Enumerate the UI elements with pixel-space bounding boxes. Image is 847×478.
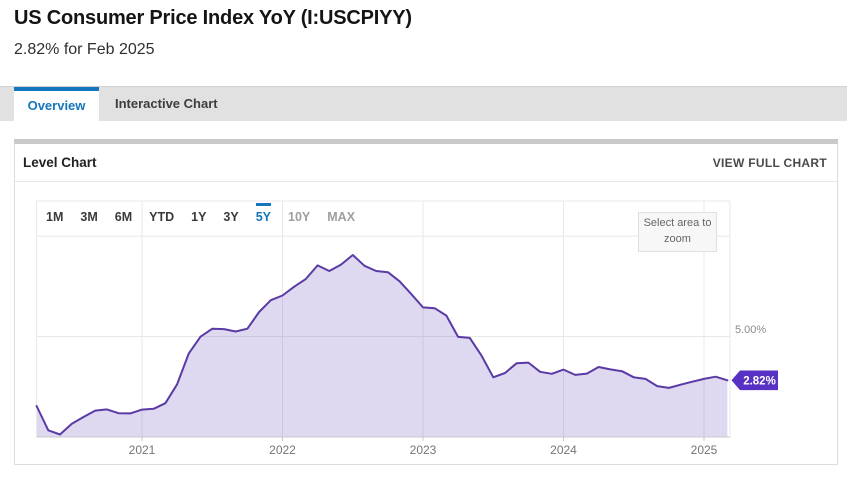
range-button-1m[interactable]: 1M (46, 210, 64, 224)
line-series (35, 254, 729, 436)
level-chart-panel: Level Chart VIEW FULL CHART 2021 2022 2023… (14, 139, 838, 465)
panel-header: Level Chart VIEW FULL CHART (15, 144, 837, 182)
range-button-ytd[interactable]: YTD (149, 210, 175, 224)
x-axis-label-2021: 2021 (129, 443, 156, 457)
range-button-3m[interactable]: 3M (80, 210, 98, 224)
range-button-5y[interactable]: 5Y (255, 201, 272, 234)
range-button-6m[interactable]: 6M (114, 210, 133, 224)
select-area-hint: Select area to zoom (638, 212, 717, 252)
y-axis-label: 5.00% (735, 324, 766, 336)
x-axis-label-2024: 2024 (550, 443, 577, 457)
range-button-10y: 10Y (288, 210, 311, 224)
x-axis-label-2023: 2023 (410, 443, 437, 457)
tab-interactive-chart[interactable]: Interactive Chart (115, 96, 218, 111)
tab-overview[interactable]: Overview (14, 87, 99, 122)
last-value-badge: 2.82% (731, 370, 778, 391)
last-value-label: 2.82% (743, 375, 776, 387)
page-title: US Consumer Price Index YoY (I:USCPIYY) (14, 7, 412, 29)
view-full-chart-link[interactable]: VIEW FULL CHART (712, 155, 827, 170)
area-series (36, 255, 728, 437)
level-chart: 2021 2022 2023 2024 2025 5.00% 2.82% 1M 3M 6M YTD… (15, 182, 837, 464)
range-button-max: MAX (327, 210, 356, 224)
range-button-3y[interactable]: 3Y (223, 210, 239, 224)
panel-body: Level Chart VIEW FULL CHART 2021 2022 2023… (14, 144, 838, 465)
x-axis: 2021 2022 2023 2024 2025 (36, 436, 730, 457)
x-axis-label-2025: 2025 (691, 443, 718, 457)
current-value-subtitle: 2.82% for Feb 2025 (14, 41, 155, 58)
range-button-1y[interactable]: 1Y (191, 210, 207, 224)
range-selector: 1M 3M 6M YTD 1Y 3Y 5Y 10Y MAX (37, 201, 355, 234)
panel-top-strip (14, 139, 838, 144)
x-axis-label-2022: 2022 (269, 443, 296, 457)
tab-bar: Overview Interactive Chart (0, 86, 847, 122)
cpi-yoy-area-chart[interactable]: 2021 2022 2023 2024 2025 5.00% 2.82% (14, 182, 838, 464)
panel-title: Level Chart (23, 155, 97, 170)
plot-frame (36, 200, 731, 437)
